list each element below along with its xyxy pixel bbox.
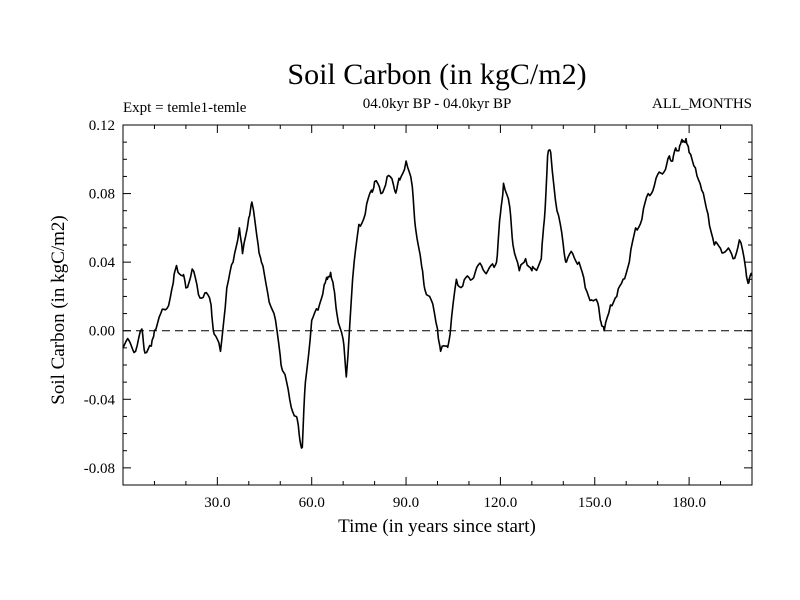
experiment-label: Expt = temle1-temle (123, 100, 247, 116)
x-tick-label: 120.0 (484, 495, 518, 511)
y-tick-label: 0.00 (89, 324, 115, 340)
plot-frame (122, 124, 753, 486)
series-line-soil-carbon (122, 137, 753, 449)
y-tick-label: 0.12 (89, 118, 115, 134)
y-axis-title: Soil Carbon (in kgC/m2) (48, 215, 69, 404)
x-tick-label: 30.0 (204, 495, 230, 511)
x-tick-label: 180.0 (672, 495, 706, 511)
x-tick-label: 60.0 (299, 495, 325, 511)
series-layer (122, 137, 753, 449)
y-tick-label: 0.04 (89, 255, 116, 271)
x-tick-label: 150.0 (578, 495, 612, 511)
period-label: 04.0kyr BP - 04.0kyr BP (363, 96, 512, 112)
x-axis-title: Time (in years since start) (338, 516, 536, 537)
months-label: ALL_MONTHS (652, 96, 752, 112)
x-tick-label: 90.0 (393, 495, 419, 511)
y-tick-label: -0.08 (84, 461, 115, 477)
chart-title: Soil Carbon (in kgC/m2) (287, 58, 586, 91)
ticks-layer: 30.0 60.0 90.0 120.0 150.0 180.0 -0.08 -0.04 0.0… (84, 118, 752, 511)
y-tick-label: -0.04 (84, 392, 116, 408)
y-tick-label: 0.08 (89, 187, 115, 203)
